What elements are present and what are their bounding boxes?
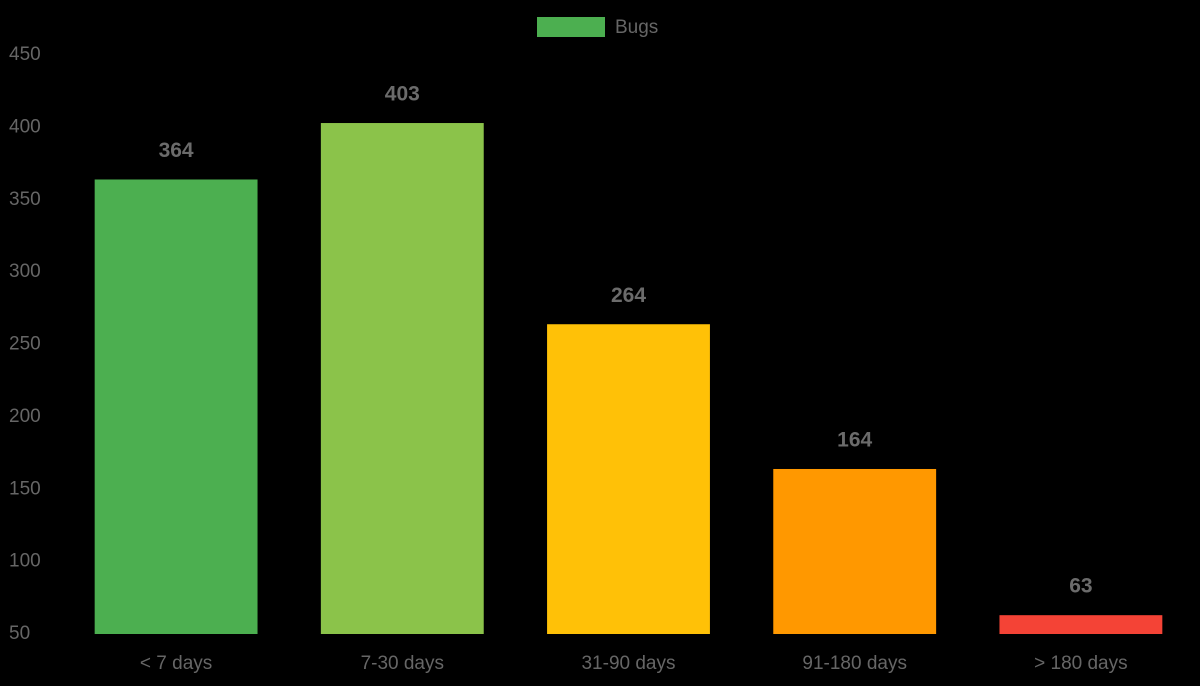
y-tick-label: 150 bbox=[9, 478, 41, 499]
legend-label: Bugs bbox=[615, 17, 658, 38]
x-tick-label: 7-30 days bbox=[361, 653, 444, 674]
y-tick-label: 200 bbox=[9, 406, 41, 427]
bar bbox=[94, 179, 258, 635]
data-label: 364 bbox=[159, 139, 194, 162]
y-tick-label: 400 bbox=[9, 116, 41, 137]
x-tick-label: 31-90 days bbox=[581, 653, 675, 674]
data-label: 403 bbox=[385, 83, 420, 106]
bar bbox=[547, 324, 710, 634]
data-label: 164 bbox=[837, 429, 872, 452]
x-tick-label: < 7 days bbox=[140, 653, 212, 674]
x-tick-label: > 180 days bbox=[1034, 653, 1128, 674]
y-tick-label: 250 bbox=[9, 334, 41, 355]
y-tick-label: 300 bbox=[9, 261, 41, 282]
y-tick-label: 450 bbox=[9, 44, 41, 65]
x-tick-label: 91-180 days bbox=[802, 653, 907, 674]
bar bbox=[320, 123, 484, 634]
y-tick-label: 350 bbox=[9, 189, 41, 210]
y-tick-label: 100 bbox=[9, 551, 41, 572]
y-tick-label: 50 bbox=[9, 623, 30, 644]
data-label: 264 bbox=[611, 284, 646, 307]
legend-swatch bbox=[537, 17, 605, 37]
data-label: 63 bbox=[1069, 575, 1092, 598]
bar bbox=[773, 468, 937, 634]
bar bbox=[999, 615, 1163, 634]
